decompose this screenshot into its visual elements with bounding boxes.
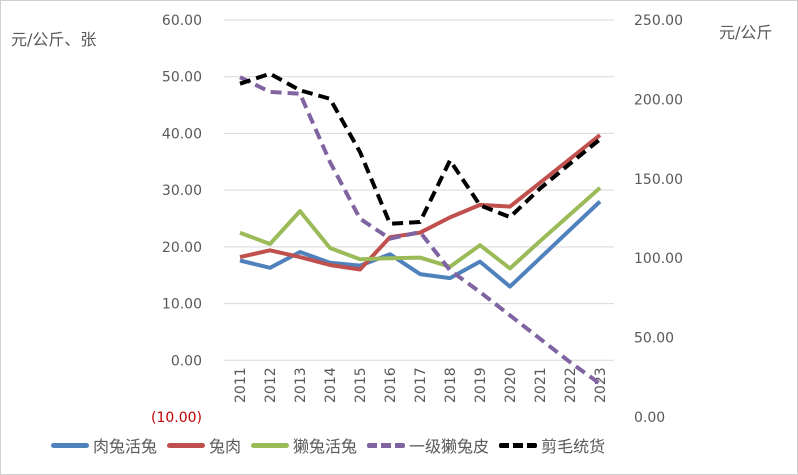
series-line-肉兔活兔 xyxy=(239,200,602,289)
x-axis-tick-label: 2012 xyxy=(263,367,279,403)
right-axis-tick-label: 50.00 xyxy=(634,331,674,347)
legend-label: 肉兔活兔 xyxy=(93,437,158,456)
legend-label: 兔肉 xyxy=(209,437,242,456)
series-line-獭兔活兔 xyxy=(239,186,602,271)
x-axis-tick-label: 2020 xyxy=(503,367,519,403)
right-axis-tick-label: 200.00 xyxy=(634,92,683,108)
series-line-剪毛统货 xyxy=(239,71,602,226)
legend-item: 兔肉 xyxy=(167,433,241,457)
x-axis-tick-label: 2018 xyxy=(443,367,459,403)
x-axis-tick-label: 2013 xyxy=(293,367,309,403)
x-axis-tick-label: 2014 xyxy=(323,367,339,403)
left-axis-tick-label: 10.00 xyxy=(162,297,202,313)
x-axis-tick-label: 2016 xyxy=(383,367,399,403)
left-axis-tick-label: 60.00 xyxy=(162,13,202,29)
legend-label: 獭兔活兔 xyxy=(293,437,358,456)
left-axis-tick-label: 0.00 xyxy=(171,353,202,369)
right-axis-tick-label: 0.00 xyxy=(634,410,665,426)
right-axis-tick-label: 250.00 xyxy=(634,13,683,29)
x-axis-tick-label: 2022 xyxy=(563,367,579,403)
left-axis-tick-label: 50.00 xyxy=(162,70,202,86)
legend-label: 剪毛统货 xyxy=(541,437,606,456)
legend-label: 一级獭兔皮 xyxy=(409,437,490,456)
legend-item: 肉兔活兔 xyxy=(51,433,157,457)
x-axis-tick-label: 2011 xyxy=(233,367,249,403)
right-axis-title: 元/公斤 xyxy=(719,23,772,42)
legend-swatch xyxy=(499,442,538,448)
left-axis-tick-label: 40.00 xyxy=(162,126,202,142)
x-axis-tick-label: 2015 xyxy=(353,367,369,403)
legend-swatch xyxy=(51,442,89,448)
right-axis-tick-label: 100.00 xyxy=(634,251,683,267)
legend-swatch xyxy=(367,442,406,448)
right-axis-tick-label: 150.00 xyxy=(634,172,683,188)
legend-item: 一级獭兔皮 xyxy=(367,433,489,457)
left-axis-title: 元/公斤、张 xyxy=(11,30,96,49)
left-axis-tick-label: 20.00 xyxy=(162,240,202,256)
series-line-一级獭兔皮 xyxy=(239,75,602,386)
left-axis-tick-label: 30.00 xyxy=(162,183,202,199)
series-line-兔肉 xyxy=(239,133,602,272)
left-axis-tick-label: (10.00) xyxy=(151,410,202,426)
legend-swatch xyxy=(167,442,206,448)
x-axis-tick-label: 2017 xyxy=(413,367,429,403)
legend-swatch xyxy=(251,442,290,448)
x-axis-tick-label: 2023 xyxy=(593,367,609,403)
legend-item: 獭兔活兔 xyxy=(251,433,357,457)
legend: 肉兔活兔 兔肉 獭兔活兔 一级獭兔皮 剪毛统货 xyxy=(51,433,609,457)
x-axis-tick-label: 2021 xyxy=(533,367,549,403)
x-axis-tick-label: 2019 xyxy=(473,367,489,403)
legend-item: 剪毛统货 xyxy=(499,433,605,457)
